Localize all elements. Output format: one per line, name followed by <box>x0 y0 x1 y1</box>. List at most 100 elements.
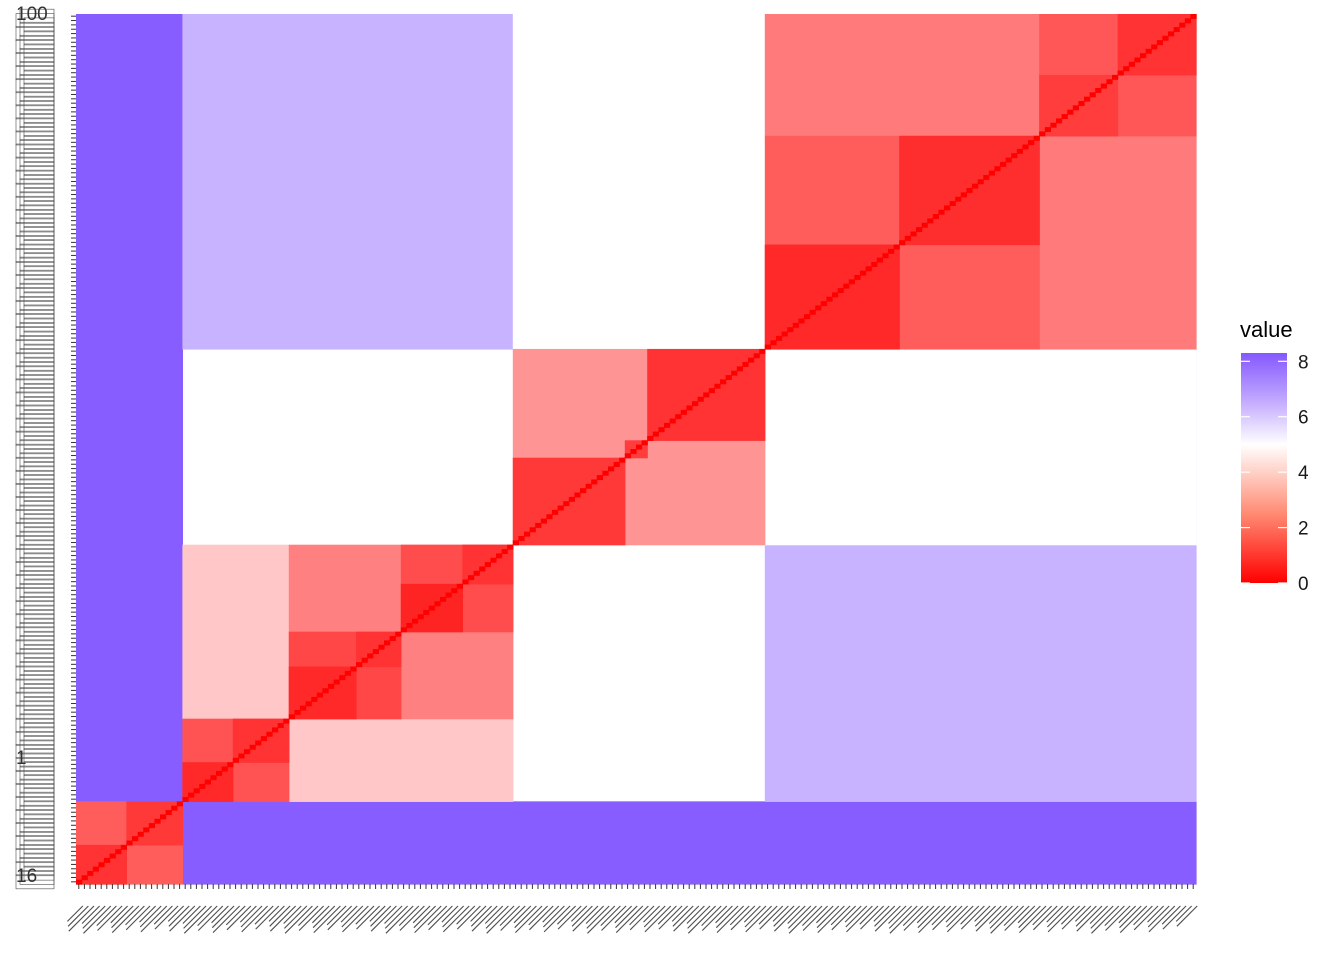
x-tick-label-mark <box>427 905 448 926</box>
diagonal-cell <box>440 596 447 602</box>
y-tick-label-mark <box>15 248 55 263</box>
y-tick-label-mark <box>19 726 55 742</box>
y-tick-label-mark <box>23 578 55 594</box>
x-tick-label-mark <box>384 905 408 929</box>
diagonal-cell <box>361 657 368 663</box>
x-tick-label-mark <box>1119 905 1148 933</box>
y-tick-label-mark <box>19 556 55 572</box>
x-tick-label-mark <box>715 905 739 929</box>
x-tick-label-mark <box>182 905 201 924</box>
y-tick-label-mark <box>19 8 55 24</box>
diagonal-cell <box>843 283 850 289</box>
x-tick-label-mark <box>414 905 442 933</box>
diagonal-cell <box>613 462 620 467</box>
diagonal-cell <box>1016 148 1023 154</box>
x-tick-label-mark <box>1047 905 1075 933</box>
x-tick-label-mark <box>1004 905 1030 931</box>
y-tick-label-mark <box>15 587 55 603</box>
x-tick-label-mark <box>97 905 123 931</box>
x-tick-label-mark <box>572 905 599 932</box>
y-tick-label-mark <box>19 543 55 559</box>
x-tick-label-mark <box>298 905 324 931</box>
y-tick-label-mark <box>15 639 55 655</box>
x-tick-label-mark <box>82 905 106 929</box>
diagonal-cell <box>305 701 312 707</box>
x-tick-label-mark <box>1076 905 1103 932</box>
x-tick-label-mark <box>1019 905 1047 933</box>
y-tick-label-mark <box>15 678 55 694</box>
x-tick-label-mark <box>1061 905 1080 925</box>
diagonal-cell <box>658 427 665 433</box>
diagonal-cell <box>692 401 699 407</box>
y-tick-label-mark <box>15 26 55 41</box>
y-tick-label-mark <box>19 791 55 807</box>
diagonal-cell <box>1173 27 1180 32</box>
diagonal-cell <box>636 444 643 450</box>
diagonal-cell <box>938 209 945 215</box>
x-tick-label-mark <box>139 905 156 923</box>
x-tick-label-mark <box>1046 905 1064 923</box>
y-tick-label-mark <box>23 435 55 450</box>
diagonal-cell <box>781 331 788 337</box>
diagonal-cell <box>753 353 760 359</box>
diagonal-cell <box>1033 135 1040 141</box>
legend-tick-label: 2 <box>1298 519 1309 540</box>
diagonal-cell <box>484 562 491 568</box>
diagonal-cell <box>316 692 323 698</box>
x-tick-label-mark <box>197 905 218 926</box>
diagonal-cell <box>664 422 671 428</box>
diagonal-cell <box>1089 92 1096 98</box>
diagonal-cell <box>490 557 497 563</box>
x-tick-label-mark <box>486 905 515 934</box>
x-tick-label-mark <box>1017 905 1036 924</box>
x-tick-label-mark <box>657 905 677 925</box>
x-tick-label-mark <box>946 905 974 933</box>
y-tick-label-mark <box>15 809 55 824</box>
diagonal-cell <box>1168 31 1175 37</box>
diagonal-cell <box>255 740 262 746</box>
diagonal-cell <box>1050 122 1057 128</box>
diagonal-cell <box>916 227 923 233</box>
diagonal-cell <box>1184 18 1191 24</box>
diagonal-cell <box>865 266 872 272</box>
diagonal-cell <box>798 318 805 324</box>
diagonal-cell <box>356 662 363 668</box>
x-tick-label-mark <box>758 905 778 925</box>
diagonal-cell <box>412 618 419 624</box>
y-tick-label-mark <box>19 165 55 181</box>
y-tick-label-mark <box>15 522 55 537</box>
diagonal-cell <box>703 392 710 398</box>
diagonal-cell <box>193 788 200 794</box>
legend-title: value <box>1240 317 1293 342</box>
diagonal-cell <box>210 775 217 781</box>
diagonal-cell <box>384 640 391 646</box>
x-tick-label-mark <box>183 905 212 934</box>
x-tick-label-mark <box>990 905 1019 934</box>
x-tick-label-mark <box>513 905 532 924</box>
heatmap-block <box>76 348 183 802</box>
diagonal-cell <box>1078 101 1085 106</box>
diagonal-cell <box>1000 161 1007 167</box>
x-tick-label-mark <box>802 905 823 926</box>
diagonal-cell <box>927 218 934 224</box>
diagonal-cell <box>260 736 267 742</box>
x-tick-label-mark <box>254 905 274 925</box>
y-tick-label-mark <box>19 74 55 89</box>
diagonal-cell <box>848 279 855 285</box>
diagonal-cell <box>608 466 615 472</box>
y-tick-label-mark <box>15 339 55 355</box>
x-tick-label-mark <box>644 905 672 933</box>
x-tick-label-mark <box>586 905 610 929</box>
diagonal-cell <box>731 370 738 376</box>
x-tick-label-mark <box>326 905 347 926</box>
y-tick-label-mark <box>15 561 55 576</box>
x-tick-label-mark <box>1147 905 1170 928</box>
x-tick-label-mark <box>428 905 453 931</box>
diagonal-cell <box>944 205 951 211</box>
y-tick-label-mark <box>23 69 55 85</box>
y-tick-label-mark <box>23 304 55 320</box>
x-tick-label-mark <box>744 905 767 928</box>
diagonal-cell <box>893 244 900 250</box>
heatmap-block <box>76 14 183 350</box>
diagonal-cell <box>445 592 452 598</box>
